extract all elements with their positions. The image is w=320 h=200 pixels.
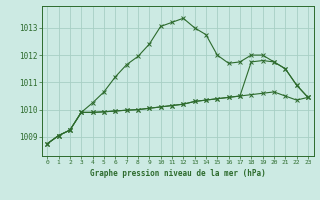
- X-axis label: Graphe pression niveau de la mer (hPa): Graphe pression niveau de la mer (hPa): [90, 169, 266, 178]
